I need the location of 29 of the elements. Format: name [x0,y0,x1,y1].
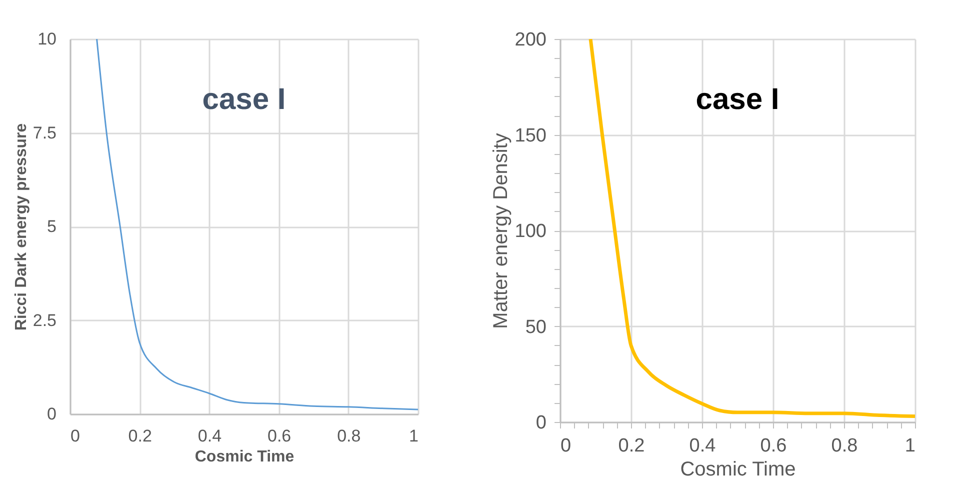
y-tick-label: 150 [514,125,546,146]
y-tick-label: 50 [525,316,546,338]
y-tick-label: 100 [514,221,546,242]
x-tick-label: 0.2 [128,426,152,446]
x-tick-label: 1 [409,426,418,446]
text: case I [696,83,780,116]
x-tick-label: 0 [70,426,80,446]
y-tick-label: 200 [514,30,546,50]
x-tick-label: 0.4 [689,436,716,456]
x-tick-label: 0.8 [337,426,361,446]
x-tick-label: 0.6 [267,426,292,446]
x-axis-title: Cosmic Time [680,458,796,480]
y-tick-label: 2.5 [32,310,56,330]
y-axis-title: Ricci Dark energy pressure [12,123,30,331]
y-tick-label: 7.5 [32,123,56,142]
x-tick-label: 0.2 [618,436,645,456]
x-axis-title: Cosmic Time [194,448,294,466]
x-tick-label: 0.8 [831,436,858,456]
x-tick-label: 0.4 [198,426,222,446]
text: case I [202,83,286,116]
y-axis-title: Matter energy Density [490,133,512,329]
line-series [96,39,418,410]
y-tick-label: 0 [47,404,56,424]
y-tick-label: 10 [38,30,56,48]
x-tick-label: 1 [904,436,916,456]
x-tick-label: 0 [560,436,572,456]
line-series [588,39,915,418]
x-tick-label: 0.6 [760,436,787,456]
y-tick-label: 5 [47,217,56,236]
